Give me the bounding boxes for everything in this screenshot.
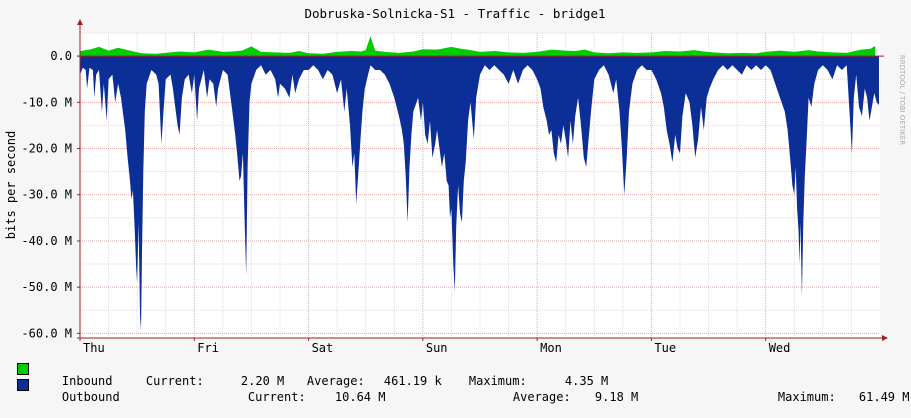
inbound-maximum-value: 4.35 M	[564, 374, 609, 388]
outbound-legend: Outbound	[33, 376, 120, 418]
outbound-swatch	[17, 379, 29, 391]
series-layer	[80, 36, 879, 332]
tick-labels: 0.0 -10.0 M -20.0 M -30.0 M -40.0 M -50.0 M -6…	[21, 49, 790, 355]
outbound-name: Outbound	[61, 390, 120, 404]
y-tick-label: -40.0 M	[21, 234, 72, 248]
y-tick-label: -20.0 M	[21, 142, 72, 156]
inbound-current-label: Current:	[145, 374, 204, 388]
y-tick-label: -30.0 M	[21, 188, 72, 202]
outbound-maximum: Maximum:	[749, 376, 836, 418]
x-axis-arrow-icon	[882, 335, 888, 341]
x-tick-label: Fri	[197, 341, 219, 355]
inbound-current-value: 2.20 M	[240, 374, 285, 388]
x-tick-label: Wed	[769, 341, 791, 355]
chart-title: Dobruska-Solnicka-S1 - Traffic - bridge1	[304, 6, 605, 21]
y-tick-label: -60.0 M	[21, 326, 72, 340]
outbound-average: Average:	[484, 376, 571, 418]
inbound-current-val: 2.20 M	[212, 360, 284, 402]
inbound-swatch	[17, 363, 29, 375]
inbound-maximum: Maximum:	[440, 360, 527, 402]
series-area-inbound	[80, 36, 876, 57]
outbound-current: Current:	[219, 376, 306, 418]
x-tick-label: Sat	[312, 341, 334, 355]
inbound-name: Inbound	[61, 374, 113, 388]
outbound-current-value: 10.64 M	[334, 390, 386, 404]
traffic-graph: 0.0 -10.0 M -20.0 M -30.0 M -40.0 M -50.0 M -6…	[4, 6, 910, 404]
inbound-current: Current:	[117, 360, 204, 402]
outbound-current-val: 10.64 M	[306, 376, 386, 418]
y-tick-label: 0.0	[50, 49, 72, 63]
inbound-average: Average:	[278, 360, 365, 402]
axes	[77, 19, 888, 341]
outbound-maximum-label: Maximum:	[777, 390, 836, 404]
outbound-average-val: 9.18 M	[566, 376, 638, 418]
inbound-average-label: Average:	[306, 374, 365, 388]
outbound-maximum-val: 61.49 M	[830, 376, 910, 418]
inbound-average-value: 461.19 k	[383, 374, 442, 388]
traffic-chart: 0.0 -10.0 M -20.0 M -30.0 M -40.0 M -50.0 M -6…	[4, 6, 906, 355]
inbound-legend: Inbound	[33, 360, 113, 402]
outbound-average-label: Average:	[512, 390, 571, 404]
y-axis-label: bits per second	[4, 131, 18, 239]
y-axis-arrow-icon	[77, 19, 83, 25]
x-tick-label: Sun	[426, 341, 448, 355]
x-tick-label: Tue	[654, 341, 676, 355]
watermark: RRDTOOL / TOBI OETIKER	[898, 55, 906, 145]
series-area-outbound	[80, 56, 879, 332]
y-tick-label: -10.0 M	[21, 95, 72, 109]
outbound-maximum-value: 61.49 M	[858, 390, 910, 404]
inbound-average-val: 461.19 k	[355, 360, 442, 402]
y-tick-label: -50.0 M	[21, 280, 72, 294]
inbound-maximum-val: 4.35 M	[536, 360, 608, 402]
x-tick-label: Thu	[83, 341, 105, 355]
inbound-maximum-label: Maximum:	[468, 374, 527, 388]
x-tick-label: Mon	[540, 341, 562, 355]
outbound-average-value: 9.18 M	[594, 390, 639, 404]
outbound-current-label: Current:	[247, 390, 306, 404]
